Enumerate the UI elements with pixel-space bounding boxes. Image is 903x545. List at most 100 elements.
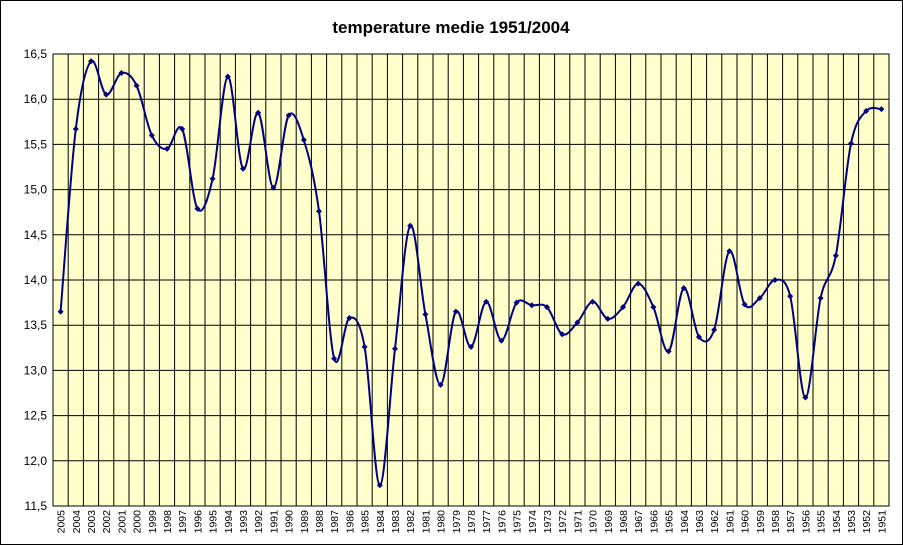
data-point [772,277,778,283]
x-tick-label: 1968 [618,510,630,534]
x-tick-label: 1961 [724,510,736,534]
data-point [179,126,186,133]
data-point [240,165,246,172]
y-tick-label: 16,0 [24,92,48,106]
data-point [255,109,262,116]
data-point [331,355,338,362]
data-point [376,482,383,489]
x-tick-label: 1963 [694,510,706,534]
x-tick-label: 1989 [299,510,311,534]
x-tick-label: 1975 [512,510,524,534]
data-point [817,295,824,302]
data-point [361,343,368,350]
data-point [878,106,885,113]
x-tick-label: 1992 [253,510,265,534]
data-point [103,91,110,98]
x-tick-label: 1993 [238,510,250,534]
x-tick-label: 1985 [360,510,372,534]
data-point [270,184,277,191]
x-tick-label: 1957 [785,510,797,534]
data-point [513,299,520,306]
x-tick-label: 1986 [344,510,356,534]
x-tick-label: 1984 [375,510,387,534]
x-tick-label: 2002 [101,510,113,534]
data-point [559,331,566,338]
data-point [574,319,581,326]
data-point [620,304,626,311]
x-tick-label: 1990 [284,510,296,534]
data-point [589,298,596,305]
data-point [848,140,854,147]
data-point [544,304,550,311]
y-tick-label: 13,0 [24,363,48,377]
data-point [452,308,459,315]
x-tick-label: 1958 [770,510,782,534]
x-tick-label: 1978 [466,510,478,534]
data-point [696,333,702,340]
data-point [650,304,657,311]
data-point [118,69,125,76]
y-tick-label: 13,5 [24,318,48,332]
x-tick-label: 1980 [436,510,448,534]
x-tick-label: 1983 [390,510,402,534]
data-point [756,295,763,302]
y-tick-label: 11,5 [25,499,48,513]
y-tick-label: 14,5 [24,228,48,242]
x-tick-label: 1998 [162,510,174,534]
data-point [528,302,535,309]
x-tick-label: 2005 [56,510,68,534]
x-tick-label: 2003 [86,510,98,534]
y-tick-label: 14,0 [24,273,48,287]
x-tick-label: 1964 [679,510,691,534]
y-axis-tick-labels: 11,5 12,0 12,5 13,0 13,5 14,0 14,5 15,0 15,5 16,0… [24,47,48,513]
data-point-markers [57,58,885,489]
data-point [711,326,718,333]
data-point [346,314,353,321]
data-point [72,126,79,133]
x-tick-label: 1962 [709,510,721,534]
data-point [726,248,733,255]
x-tick-label: 1951 [876,510,888,534]
x-tick-label: 1976 [496,510,508,534]
data-point [392,345,398,352]
x-tick-label: 1991 [268,510,280,534]
data-point [407,222,414,229]
data-point [209,175,216,182]
x-tick-label: 1959 [755,510,767,534]
data-point [316,208,322,215]
data-point [498,337,505,344]
x-tick-label: 1965 [664,510,676,534]
x-tick-label: 2004 [71,510,83,534]
data-point [148,132,155,139]
x-tick-label: 2001 [116,510,128,534]
data-point [164,145,170,152]
x-tick-label: 1969 [603,510,615,534]
x-tick-label: 1960 [740,510,752,534]
plot-border [52,53,890,507]
x-tick-label: 1987 [329,510,341,534]
x-tick-label: 1999 [147,510,159,534]
x-tick-label: 1954 [831,510,843,534]
data-point [483,298,490,305]
x-tick-label: 1982 [405,510,417,534]
x-tick-label: 1971 [572,510,584,534]
data-point [437,381,444,388]
x-tick-label: 1994 [223,510,235,534]
y-tick-label: 12,5 [24,409,48,423]
data-point [680,285,687,292]
chart-title: temperature medie 1951/2004 [332,18,570,37]
data-point [88,58,94,65]
vertical-gridlines [67,54,875,506]
x-tick-label: 1979 [451,510,463,534]
data-point [741,301,748,308]
x-tick-label: 1995 [208,510,220,534]
x-tick-label: 1974 [527,510,539,534]
data-point [194,205,201,212]
data-point [422,311,429,318]
x-tick-label: 1973 [542,510,554,534]
x-tick-label: 1955 [816,510,828,534]
x-tick-label: 1966 [648,510,660,534]
x-tick-label: 1970 [588,510,600,534]
data-point [604,315,611,322]
x-tick-label: 1981 [420,510,432,534]
